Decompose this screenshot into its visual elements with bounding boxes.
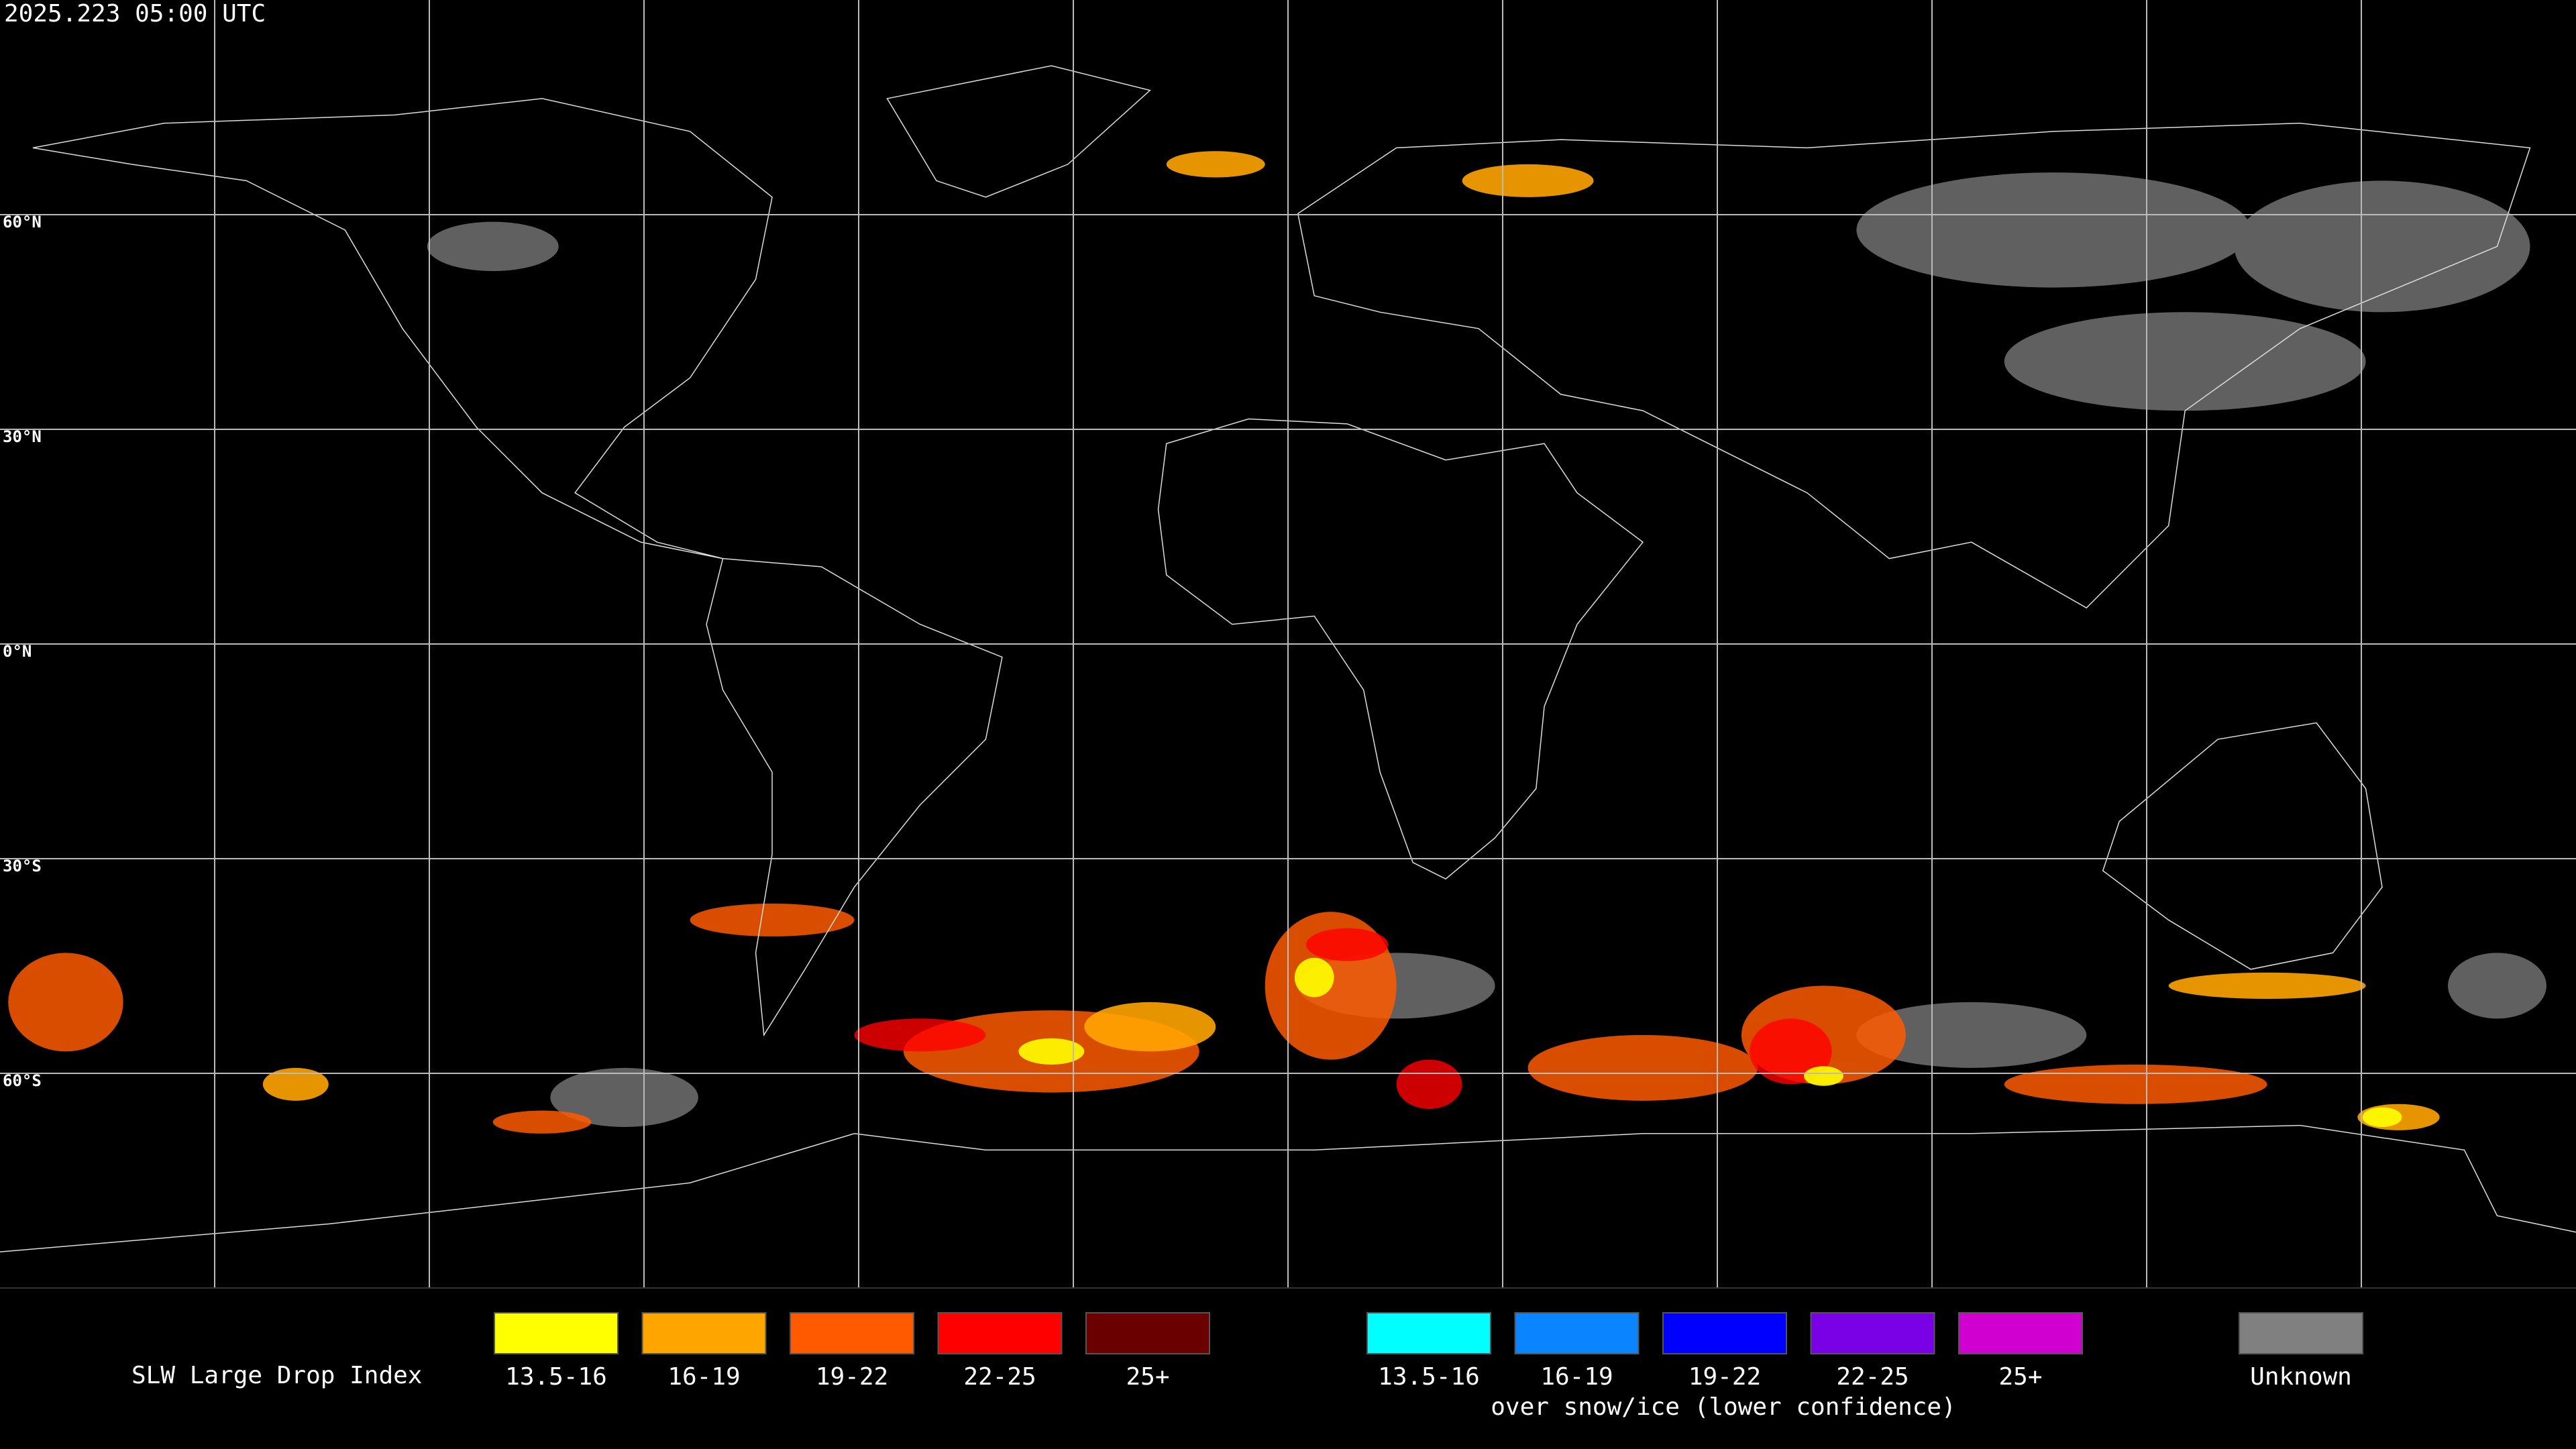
legend-swatch <box>1810 1312 1935 1354</box>
legend: SLW Large Drop Index over snow/ice (lowe… <box>131 1312 2363 1421</box>
legend-swatch <box>641 1312 767 1354</box>
legend-label: 22-25 <box>963 1363 1036 1391</box>
graticule <box>0 0 2576 1288</box>
timestamp: 2025.223 05:00 UTC <box>4 0 266 28</box>
latitude-label: 0°N <box>3 642 32 661</box>
legend-swatch <box>1085 1312 1210 1354</box>
legend-swatch <box>1662 1312 1787 1354</box>
legend-label: 22-25 <box>1836 1363 1909 1391</box>
legend-swatch <box>494 1312 619 1354</box>
legend-title: SLW Large Drop Index <box>131 1362 422 1389</box>
legend-label: 19-22 <box>816 1363 888 1391</box>
legend-swatch <box>1958 1312 2083 1354</box>
legend-label: 19-22 <box>1688 1363 1761 1391</box>
map: 60°N 30°N 0°N 30°S 60°S 2025.223 05:00 UTC <box>0 0 2576 1288</box>
legend-label: Unknown <box>2250 1363 2352 1391</box>
legend-label: 25+ <box>1998 1363 2042 1391</box>
legend-label: 16-19 <box>1540 1363 1613 1391</box>
legend-label: 13.5-16 <box>505 1363 607 1391</box>
latitude-labels: 60°N 30°N 0°N 30°S 60°S <box>3 213 42 1090</box>
legend-swatch <box>2239 1312 2363 1354</box>
latitude-label: 30°S <box>3 857 42 875</box>
latitude-label: 30°N <box>3 427 42 446</box>
legend-label: 13.5-16 <box>1378 1363 1480 1391</box>
latitude-label: 60°N <box>3 213 42 231</box>
legend-swatch <box>937 1312 1063 1354</box>
legend-label: 25+ <box>1126 1363 1169 1391</box>
snow-ice-caption: over snow/ice (lower confidence) <box>1491 1393 1956 1421</box>
coastlines <box>0 66 2576 1252</box>
legend-swatch <box>790 1312 914 1354</box>
legend-swatch <box>1366 1312 1491 1354</box>
legend-label: 16-19 <box>667 1363 740 1391</box>
cloud-field <box>8 151 2546 1134</box>
latitude-label: 60°S <box>3 1071 42 1090</box>
legend-swatch <box>1514 1312 1640 1354</box>
